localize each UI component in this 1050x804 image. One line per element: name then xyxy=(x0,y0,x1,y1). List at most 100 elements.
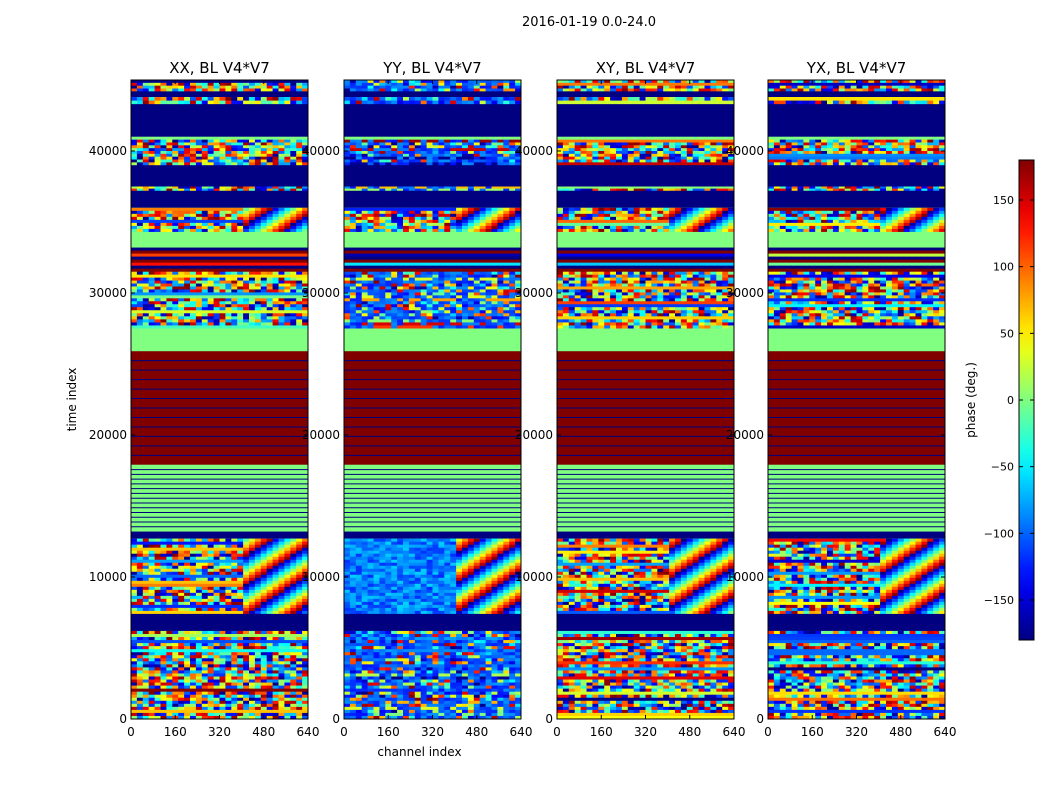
phase-band xyxy=(768,208,945,233)
colorbar-tick-label: 150 xyxy=(993,194,1014,207)
x-tick-label: 480 xyxy=(465,725,488,739)
phase-band xyxy=(344,165,521,186)
y-tick-label: 10000 xyxy=(302,570,340,584)
phase-band xyxy=(344,140,521,166)
x-tick-label: 160 xyxy=(590,725,613,739)
y-tick-label: 10000 xyxy=(515,570,553,584)
phase-band xyxy=(131,91,308,97)
phase-band xyxy=(344,232,521,248)
phase-band xyxy=(131,97,308,104)
phase-band xyxy=(131,104,308,137)
phase-band xyxy=(768,91,945,97)
phase-band xyxy=(768,272,945,308)
phase-band xyxy=(557,97,734,104)
y-tick-label: 40000 xyxy=(515,144,553,158)
phase-band xyxy=(768,97,945,104)
phase-band xyxy=(344,187,521,192)
phase-band xyxy=(344,614,521,631)
phase-band xyxy=(344,272,521,308)
y-tick-label: 20000 xyxy=(89,428,127,442)
phase-band xyxy=(557,191,734,208)
x-tick-label: 640 xyxy=(297,725,320,739)
phase-band xyxy=(557,91,734,97)
heatmap-image xyxy=(344,80,521,719)
phase-band xyxy=(768,307,945,329)
phase-band xyxy=(768,140,945,166)
phase-band xyxy=(131,539,308,615)
phase-band xyxy=(131,140,308,166)
x-tick-label: 480 xyxy=(889,725,912,739)
phase-band xyxy=(131,248,308,273)
x-tick-label: 320 xyxy=(208,725,231,739)
phase-band xyxy=(768,532,945,539)
phase-band xyxy=(768,165,945,186)
phase-band xyxy=(557,187,734,192)
x-axis-label: channel index xyxy=(377,745,461,759)
phase-band xyxy=(344,307,521,329)
phase-band xyxy=(768,104,945,137)
phase-band xyxy=(557,140,734,166)
colorbar-tick-label: −100 xyxy=(984,527,1014,540)
y-tick-label: 10000 xyxy=(726,570,764,584)
phase-band xyxy=(557,165,734,186)
x-tick-label: 0 xyxy=(127,725,135,739)
y-tick-label: 20000 xyxy=(515,428,553,442)
y-tick-label: 0 xyxy=(332,712,340,726)
x-tick-label: 480 xyxy=(252,725,275,739)
panel-title: YY, BL V4*V7 xyxy=(382,59,481,77)
phase-band xyxy=(557,329,734,352)
y-tick-label: 30000 xyxy=(726,286,764,300)
colorbar-tick-label: −150 xyxy=(984,594,1014,607)
x-tick-label: 320 xyxy=(845,725,868,739)
y-tick-label: 30000 xyxy=(302,286,340,300)
phase-band xyxy=(768,248,945,273)
phase-band xyxy=(768,232,945,248)
colorbar-label: phase (deg.) xyxy=(964,362,978,438)
heatmap-image xyxy=(131,80,308,719)
phase-band xyxy=(344,248,521,273)
heatmap-image xyxy=(768,80,945,719)
phase-band xyxy=(344,329,521,352)
x-tick-label: 320 xyxy=(421,725,444,739)
phase-band xyxy=(131,532,308,539)
phase-band xyxy=(344,191,521,208)
phase-band xyxy=(344,137,521,140)
phase-band xyxy=(344,539,521,615)
phase-band xyxy=(344,97,521,104)
colorbar-tick-label: 50 xyxy=(1000,327,1014,340)
phase-band xyxy=(344,532,521,539)
phase-band xyxy=(768,191,945,208)
y-tick-label: 30000 xyxy=(515,286,553,300)
x-tick-label: 160 xyxy=(164,725,187,739)
phase-band xyxy=(768,631,945,719)
x-tick-label: 640 xyxy=(934,725,957,739)
phase-band xyxy=(131,208,308,233)
phase-band xyxy=(768,137,945,140)
y-tick-label: 10000 xyxy=(89,570,127,584)
panel-title: YX, BL V4*V7 xyxy=(806,59,907,77)
x-tick-label: 0 xyxy=(764,725,772,739)
panel-title: XX, BL V4*V7 xyxy=(169,59,270,77)
x-tick-label: 480 xyxy=(678,725,701,739)
y-tick-label: 0 xyxy=(545,712,553,726)
y-tick-label: 40000 xyxy=(302,144,340,158)
phase-band xyxy=(557,307,734,329)
phase-band xyxy=(768,329,945,352)
phase-band xyxy=(557,208,734,233)
phase-band xyxy=(557,232,734,248)
phase-band xyxy=(557,532,734,539)
phase-band xyxy=(768,539,945,615)
y-tick-label: 0 xyxy=(119,712,127,726)
x-tick-label: 320 xyxy=(634,725,657,739)
panels-group: XX, BL V4*V7 0 160 320 480 640 0 10000 20000 3000… xyxy=(65,59,956,759)
x-tick-label: 0 xyxy=(340,725,348,739)
phase-band xyxy=(768,187,945,192)
phase-band xyxy=(131,329,308,352)
x-tick-label: 0 xyxy=(553,725,561,739)
phase-band xyxy=(557,614,734,631)
phase-band xyxy=(344,91,521,97)
